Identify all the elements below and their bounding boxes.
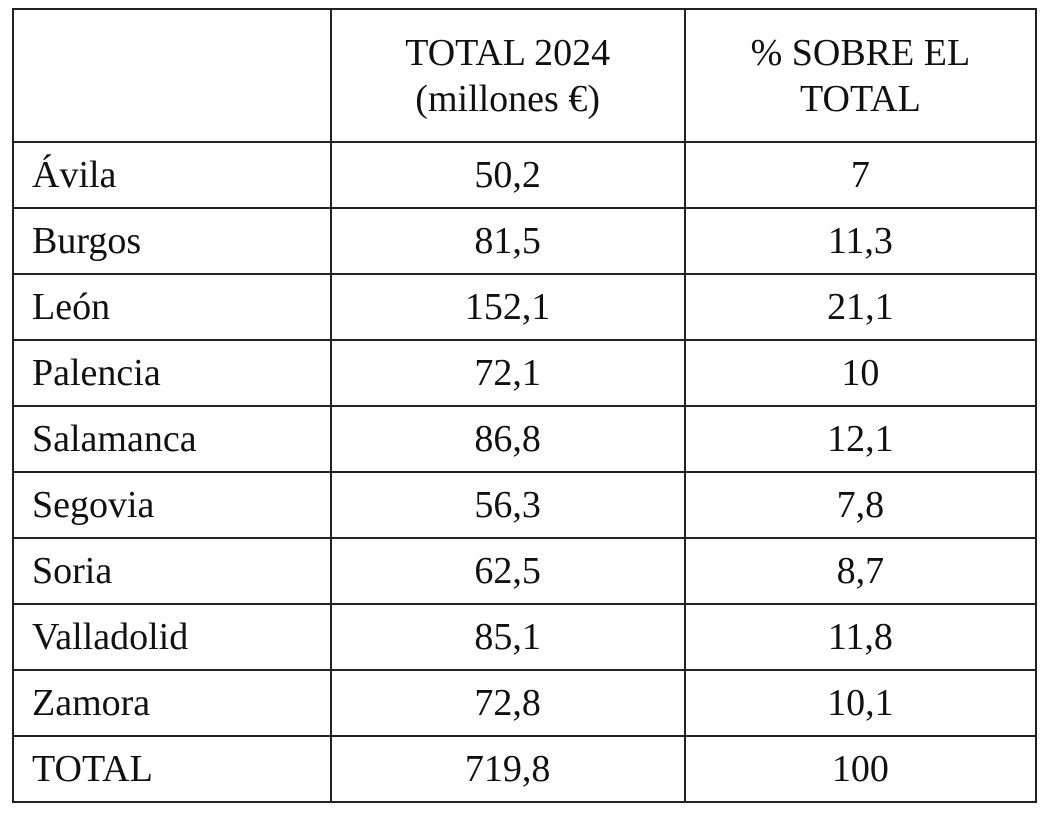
row-label: TOTAL bbox=[12, 735, 332, 803]
row-label: León bbox=[12, 273, 332, 341]
table-row: TOTAL 719,8 100 bbox=[12, 735, 1038, 803]
value-cell: 7 bbox=[683, 141, 1038, 209]
value-cell: 8,7 bbox=[683, 537, 1038, 605]
row-label: Valladolid bbox=[12, 603, 332, 671]
table-row: Salamanca 86,8 12,1 bbox=[12, 405, 1038, 473]
table-row: Segovia 56,3 7,8 bbox=[12, 471, 1038, 539]
table-row: Burgos 81,5 11,3 bbox=[12, 207, 1038, 275]
header-empty-cell bbox=[12, 8, 332, 143]
header-cell: % SOBRE EL TOTAL bbox=[683, 8, 1038, 143]
row-label: Segovia bbox=[12, 471, 332, 539]
value-cell: 719,8 bbox=[329, 735, 686, 803]
row-label: Palencia bbox=[12, 339, 332, 407]
value-cell: 152,1 bbox=[329, 273, 686, 341]
value-cell: 12,1 bbox=[683, 405, 1038, 473]
table-row: Palencia 72,1 10 bbox=[12, 339, 1038, 407]
row-label: Ávila bbox=[12, 141, 332, 209]
table-row: Valladolid 85,1 11,8 bbox=[12, 603, 1038, 671]
value-cell: 100 bbox=[683, 735, 1038, 803]
table-row: León 152,1 21,1 bbox=[12, 273, 1038, 341]
data-table: TOTAL 2024 (millones €) % SOBRE EL TOTAL… bbox=[12, 8, 1038, 803]
value-cell: 72,1 bbox=[329, 339, 686, 407]
value-cell: 10,1 bbox=[683, 669, 1038, 737]
value-cell: 81,5 bbox=[329, 207, 686, 275]
value-cell: 11,3 bbox=[683, 207, 1038, 275]
value-cell: 86,8 bbox=[329, 405, 686, 473]
header-cell: TOTAL 2024 (millones €) bbox=[329, 8, 686, 143]
value-cell: 10 bbox=[683, 339, 1038, 407]
table-row: Ávila 50,2 7 bbox=[12, 141, 1038, 209]
value-cell: 72,8 bbox=[329, 669, 686, 737]
header-row: TOTAL 2024 (millones €) % SOBRE EL TOTAL bbox=[12, 8, 1038, 143]
value-cell: 21,1 bbox=[683, 273, 1038, 341]
table-body: Ávila 50,2 7 Burgos 81,5 11,3 León 152,1 21,1 Pal… bbox=[12, 141, 1038, 803]
value-cell: 56,3 bbox=[329, 471, 686, 539]
value-cell: 50,2 bbox=[329, 141, 686, 209]
value-cell: 85,1 bbox=[329, 603, 686, 671]
row-label: Salamanca bbox=[12, 405, 332, 473]
value-cell: 11,8 bbox=[683, 603, 1038, 671]
row-label: Soria bbox=[12, 537, 332, 605]
value-cell: 62,5 bbox=[329, 537, 686, 605]
value-cell: 7,8 bbox=[683, 471, 1038, 539]
table-row: Zamora 72,8 10,1 bbox=[12, 669, 1038, 737]
row-label: Zamora bbox=[12, 669, 332, 737]
row-label: Burgos bbox=[12, 207, 332, 275]
table-row: Soria 62,5 8,7 bbox=[12, 537, 1038, 605]
